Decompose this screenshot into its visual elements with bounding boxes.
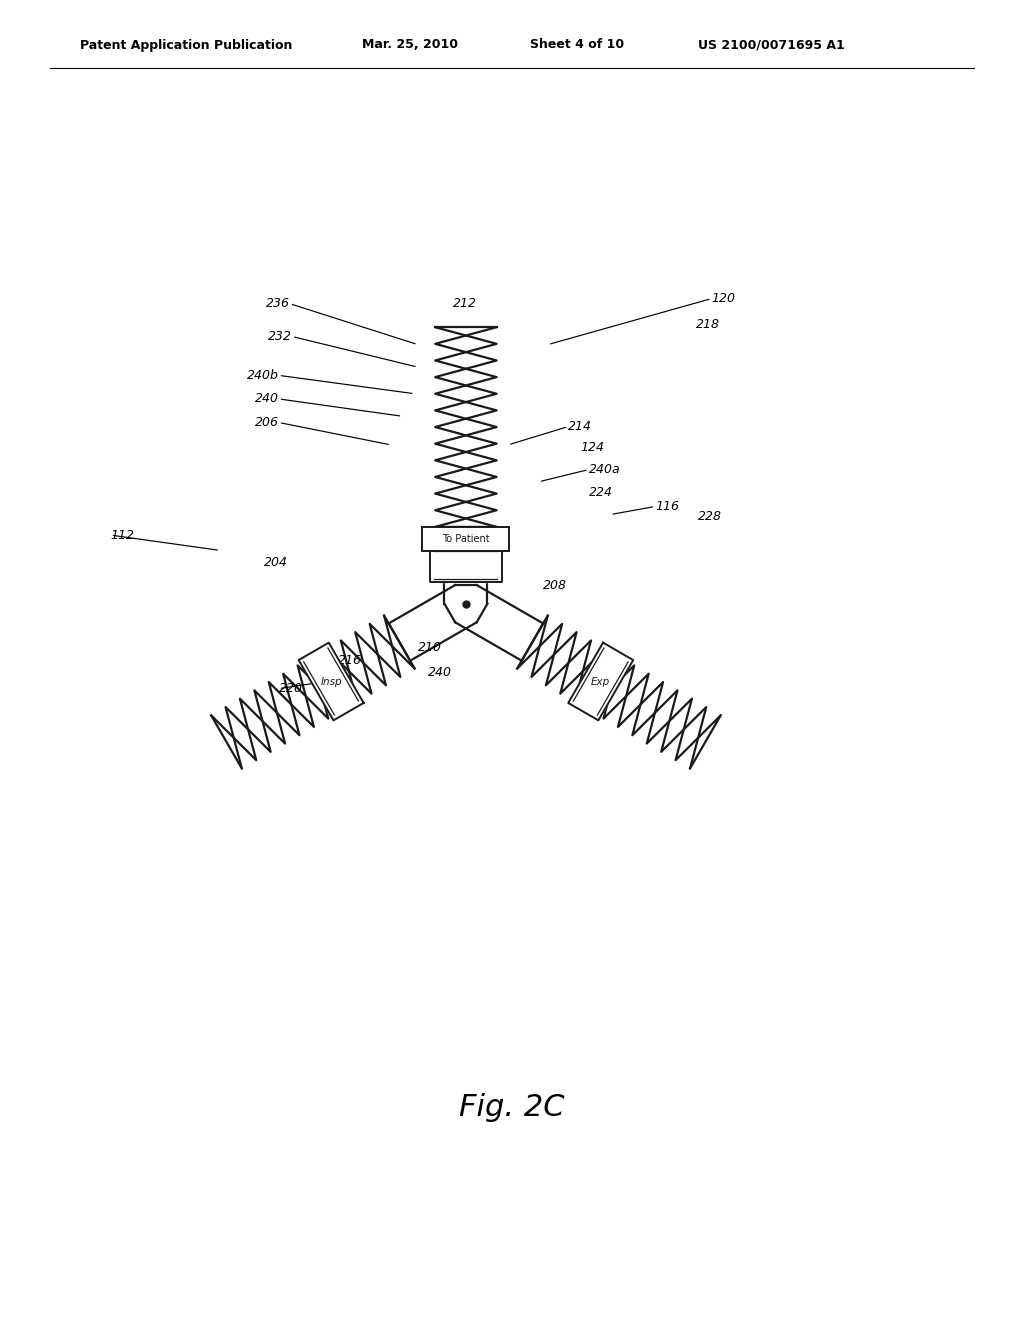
Text: Insp: Insp xyxy=(321,677,342,686)
Text: Sheet 4 of 10: Sheet 4 of 10 xyxy=(530,38,624,51)
Text: 218: 218 xyxy=(696,318,720,330)
Polygon shape xyxy=(568,643,633,721)
Text: Exp: Exp xyxy=(591,677,610,686)
Text: 116: 116 xyxy=(655,500,679,513)
Text: 240b: 240b xyxy=(247,368,279,381)
FancyBboxPatch shape xyxy=(423,527,510,552)
Text: 228: 228 xyxy=(698,510,722,523)
Text: Fig. 2C: Fig. 2C xyxy=(459,1093,565,1122)
Text: 220: 220 xyxy=(279,682,302,696)
Text: 232: 232 xyxy=(268,330,292,343)
Text: 240: 240 xyxy=(428,665,452,678)
Text: Patent Application Publication: Patent Application Publication xyxy=(80,38,293,51)
Polygon shape xyxy=(299,643,364,721)
Text: 224: 224 xyxy=(589,486,612,499)
Text: 204: 204 xyxy=(264,556,288,569)
Text: 210: 210 xyxy=(418,642,441,655)
Text: To Patient: To Patient xyxy=(442,535,489,544)
Text: US 2100/0071695 A1: US 2100/0071695 A1 xyxy=(698,38,845,51)
Text: 208: 208 xyxy=(543,578,566,591)
Text: 206: 206 xyxy=(255,416,279,429)
Text: 120: 120 xyxy=(712,292,735,305)
Text: 124: 124 xyxy=(581,441,604,454)
Polygon shape xyxy=(430,548,502,582)
Text: 240a: 240a xyxy=(589,463,621,477)
Text: 214: 214 xyxy=(568,420,592,433)
Text: 240: 240 xyxy=(255,392,279,405)
Text: 236: 236 xyxy=(266,297,290,310)
Text: Mar. 25, 2010: Mar. 25, 2010 xyxy=(362,38,458,51)
Text: 216: 216 xyxy=(338,653,361,667)
Text: 212: 212 xyxy=(453,297,476,310)
Text: 112: 112 xyxy=(111,528,134,541)
